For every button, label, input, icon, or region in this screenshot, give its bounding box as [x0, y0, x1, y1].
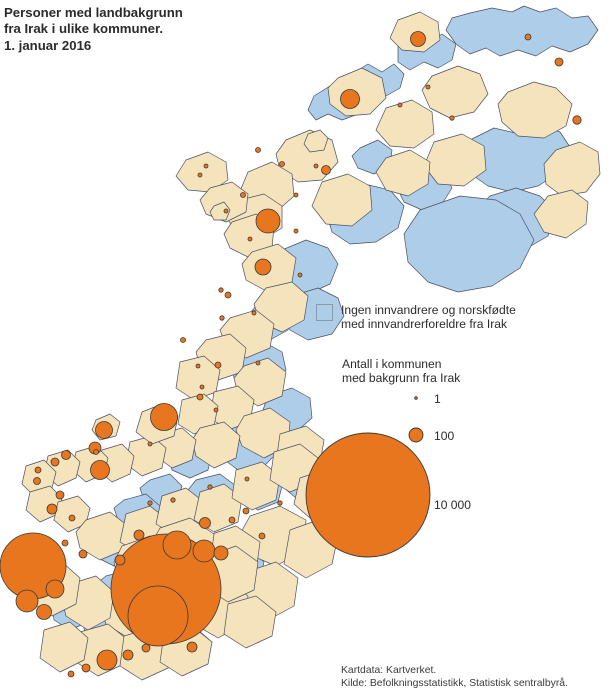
legend-symbol-circles — [305, 396, 431, 558]
municipality-symbol — [279, 161, 285, 167]
page-title: Personer med landbakgrunn fra Irak i uli… — [4, 5, 183, 53]
municipality-symbol — [96, 649, 118, 671]
municipality-symbol — [95, 421, 113, 439]
municipality-symbol — [147, 441, 153, 447]
municipality-symbol — [223, 208, 229, 214]
legend-class-row: Ingen innvandrere og norskfødte med innv… — [316, 303, 606, 331]
municipality-symbol — [197, 172, 203, 178]
municipality-symbol — [45, 579, 65, 599]
municipality-symbol — [255, 208, 281, 234]
municipality-symbol — [186, 641, 198, 653]
municipality-symbol — [46, 503, 58, 515]
municipality-symbol — [170, 497, 176, 503]
municipality-symbol — [277, 500, 283, 506]
proportional-symbol-circles — [0, 31, 582, 678]
municipality-symbol — [114, 554, 126, 566]
municipality-symbol — [33, 477, 41, 485]
legend-size-scale: 1 100 10 000 — [300, 385, 600, 545]
municipality-symbol — [147, 500, 153, 506]
municipality-symbol — [524, 33, 532, 41]
legend-color-swatch — [316, 304, 333, 321]
municipality-symbol — [224, 291, 232, 299]
municipality-symbol — [242, 507, 250, 515]
municipality-symbol — [141, 643, 151, 653]
municipality-symbol — [449, 115, 455, 121]
legend-class-label: Ingen innvandrere og norskfødte med innv… — [341, 303, 516, 332]
municipality-symbol — [340, 89, 360, 109]
legend-symbol-1 — [414, 396, 418, 400]
legend-size-title: Antall i kommunen med bakgrunn fra Irak — [342, 357, 461, 386]
municipality-symbol — [127, 585, 189, 647]
municipality-symbol — [180, 337, 186, 343]
municipality-symbol — [81, 663, 91, 673]
municipality-symbol — [218, 287, 224, 293]
municipality-symbol — [192, 539, 216, 563]
municipality-symbol — [207, 484, 213, 490]
municipality-symbol — [199, 517, 211, 529]
municipality-symbol — [61, 450, 71, 460]
municipality-symbol — [68, 514, 76, 522]
municipality-symbol — [67, 670, 75, 678]
municipality-symbol — [258, 532, 266, 540]
source-note: Kartdata: Kartverket. Kilde: Befolknings… — [341, 665, 568, 689]
municipality-symbol — [244, 476, 250, 482]
municipality-symbol — [195, 363, 201, 369]
municipality-symbol — [255, 360, 261, 366]
municipality-symbol — [162, 530, 192, 560]
municipality-symbol — [240, 192, 246, 198]
municipality-symbol — [133, 529, 145, 541]
municipality-symbol — [255, 147, 261, 153]
legend-size-label: 100 — [434, 429, 455, 443]
legend-size-label: 10 000 — [434, 498, 471, 512]
municipality-symbol — [214, 361, 222, 369]
legend-symbol-100 — [408, 427, 424, 443]
legend: Ingen innvandrere og norskfødte med innv… — [316, 303, 606, 331]
municipality-symbol — [219, 315, 225, 321]
municipality-symbol — [203, 163, 209, 169]
municipality-symbol — [199, 384, 205, 390]
municipality-symbol — [50, 457, 60, 467]
municipality-symbol — [425, 84, 431, 90]
municipality-symbol — [293, 228, 299, 234]
municipality-symbol — [55, 490, 65, 500]
municipality-symbol — [251, 310, 257, 316]
municipality-symbol — [15, 589, 39, 613]
municipality-symbol — [293, 192, 299, 198]
municipality-symbol — [61, 539, 69, 547]
municipality-symbol — [410, 31, 426, 47]
municipality-symbol — [321, 165, 331, 175]
municipality-symbol — [213, 545, 229, 561]
municipality-symbol — [93, 449, 99, 455]
municipality-symbol — [554, 57, 564, 67]
legend-size-label: 1 — [434, 392, 441, 406]
municipality-symbol — [572, 115, 582, 125]
municipality-symbol — [78, 549, 88, 559]
municipality-symbol — [90, 460, 110, 480]
municipality-symbol — [34, 466, 42, 474]
legend-symbol-10000 — [305, 432, 431, 558]
municipality-symbol — [196, 393, 204, 401]
municipality-symbol — [313, 163, 319, 169]
municipality-symbol — [254, 258, 272, 276]
municipality-symbol — [122, 649, 134, 661]
municipality-symbol — [397, 102, 403, 108]
municipality-symbol — [228, 516, 236, 524]
municipality-symbol — [150, 403, 178, 431]
municipality-symbol — [247, 236, 253, 242]
municipality-symbol — [213, 407, 219, 413]
municipality-areas-beige — [3, 11, 601, 681]
municipality-symbol — [297, 272, 303, 278]
municipality-symbol — [36, 604, 52, 620]
